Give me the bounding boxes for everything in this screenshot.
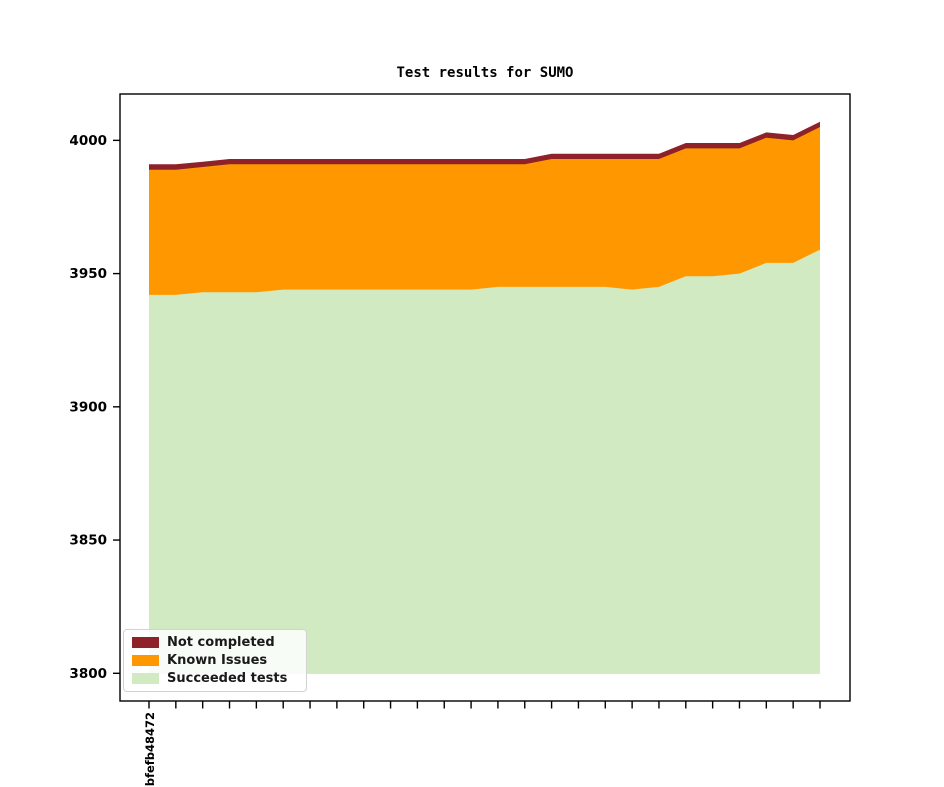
legend-item-succeeded-tests: Succeeded tests: [132, 670, 300, 688]
y-tick-label: 3850: [69, 533, 107, 549]
y-tick-label: 3900: [69, 399, 107, 415]
legend-item-known-issues: Known Issues: [132, 651, 300, 669]
chart-title: Test results for SUMO: [396, 65, 574, 81]
area-succeeded-tests: [149, 249, 820, 674]
legend-swatch: [132, 654, 159, 666]
legend-swatch: [132, 673, 159, 685]
legend-label: Succeeded tests: [167, 671, 288, 687]
x-tick-label-rotated: i-cbfefb48472: [143, 712, 157, 787]
axes-frame: [119, 93, 851, 702]
y-tick-label: 3950: [69, 266, 107, 282]
legend-item-not-completed: Not completed: [132, 633, 300, 651]
legend-label: Not completed: [167, 634, 275, 650]
legend: Not completed Known Issues Succeeded tests: [123, 629, 307, 692]
legend-swatch: [132, 636, 159, 648]
legend-label: Known Issues: [167, 652, 268, 668]
y-tick-label: 4000: [69, 133, 107, 149]
y-tick-label: 3800: [69, 666, 107, 682]
